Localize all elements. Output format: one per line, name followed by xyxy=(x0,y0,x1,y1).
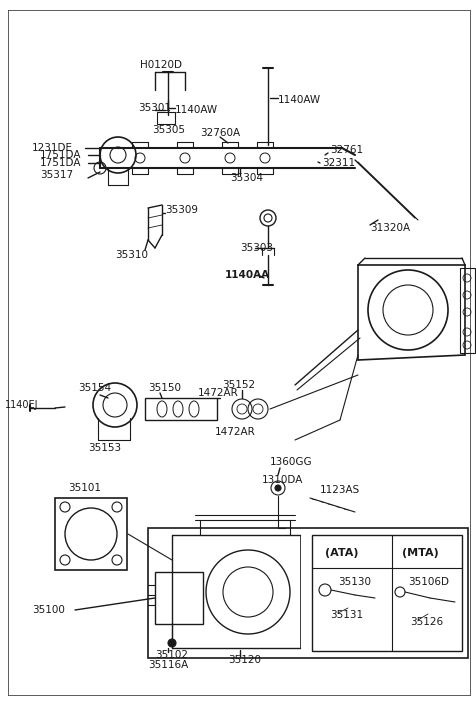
Text: 32761: 32761 xyxy=(329,145,362,155)
Text: 32311: 32311 xyxy=(321,158,354,168)
Text: 35309: 35309 xyxy=(165,205,198,215)
Bar xyxy=(55,498,127,570)
Text: H0120D: H0120D xyxy=(140,60,182,70)
Text: 35131: 35131 xyxy=(329,610,362,620)
Text: 35126: 35126 xyxy=(409,617,442,627)
Text: 31320A: 31320A xyxy=(369,223,409,233)
Bar xyxy=(155,572,203,624)
Text: 35154: 35154 xyxy=(78,383,111,393)
Text: 35101: 35101 xyxy=(68,483,101,493)
Text: 1360GG: 1360GG xyxy=(269,457,312,467)
Text: 35152: 35152 xyxy=(221,380,255,390)
Text: 1123AS: 1123AS xyxy=(319,485,359,495)
Text: 35130: 35130 xyxy=(337,577,370,587)
Text: 1140EJ: 1140EJ xyxy=(5,400,39,410)
Bar xyxy=(459,268,474,353)
Text: (MTA): (MTA) xyxy=(401,548,438,558)
Bar xyxy=(148,528,467,658)
Text: 1472AR: 1472AR xyxy=(215,427,255,437)
Circle shape xyxy=(275,485,280,491)
Text: 35304: 35304 xyxy=(229,173,262,183)
Text: 1140AW: 1140AW xyxy=(278,95,320,105)
Text: 35102: 35102 xyxy=(155,650,188,660)
Bar xyxy=(145,398,217,420)
Text: 1310DA: 1310DA xyxy=(261,475,303,485)
Text: (ATA): (ATA) xyxy=(324,548,358,558)
Bar xyxy=(157,112,175,124)
Text: 35120: 35120 xyxy=(228,655,260,665)
Text: 1751DA: 1751DA xyxy=(40,158,81,168)
Text: 35303: 35303 xyxy=(239,243,272,253)
Text: 35116A: 35116A xyxy=(148,660,188,670)
Text: 35305: 35305 xyxy=(152,125,185,135)
Text: 35106D: 35106D xyxy=(407,577,448,587)
Text: 32760A: 32760A xyxy=(199,128,239,138)
Text: 1231DE: 1231DE xyxy=(32,143,73,153)
Bar xyxy=(311,535,461,651)
Text: 35100: 35100 xyxy=(32,605,65,615)
Text: 35317: 35317 xyxy=(40,170,73,180)
Text: 35301: 35301 xyxy=(138,103,170,113)
Text: 35310: 35310 xyxy=(115,250,148,260)
Text: 1472AR: 1472AR xyxy=(198,388,238,398)
Text: 1140AA: 1140AA xyxy=(225,270,269,280)
Text: 35153: 35153 xyxy=(88,443,121,453)
Text: 35150: 35150 xyxy=(148,383,180,393)
Circle shape xyxy=(168,639,176,647)
Text: 1140AW: 1140AW xyxy=(175,105,218,115)
Text: 1751DA: 1751DA xyxy=(40,150,81,160)
